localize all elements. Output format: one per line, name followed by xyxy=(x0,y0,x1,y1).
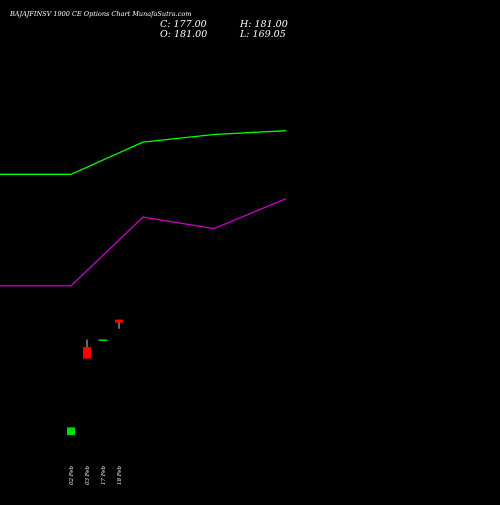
series-line-2 xyxy=(0,198,287,287)
candle-body-4 xyxy=(115,319,123,323)
candle-body-1 xyxy=(67,427,75,436)
candle-body-2 xyxy=(83,347,91,359)
x-axis-ticks: 02 Feb 03 Feb 17 Feb 18 Feb xyxy=(69,465,123,485)
high-value: H: 181.00 xyxy=(239,19,288,30)
x-tick-label-4: 18 Feb xyxy=(117,465,123,485)
open-value: O: 181.00 xyxy=(160,29,207,40)
x-tick-label-3: 17 Feb xyxy=(101,465,107,485)
series-line-1 xyxy=(0,130,287,175)
close-value: C: 177.00 xyxy=(160,19,207,30)
low-value: L: 169.05 xyxy=(239,29,286,40)
x-tick-label-2: 03 Feb xyxy=(85,465,91,485)
chart-title: BAJAJFINSV 1900 CE Options Chart MunafaS… xyxy=(9,10,191,18)
series-layer xyxy=(0,130,287,287)
x-tick-label-1: 02 Feb xyxy=(69,465,75,485)
candle-body-3 xyxy=(98,339,108,341)
candle-layer xyxy=(67,319,123,436)
